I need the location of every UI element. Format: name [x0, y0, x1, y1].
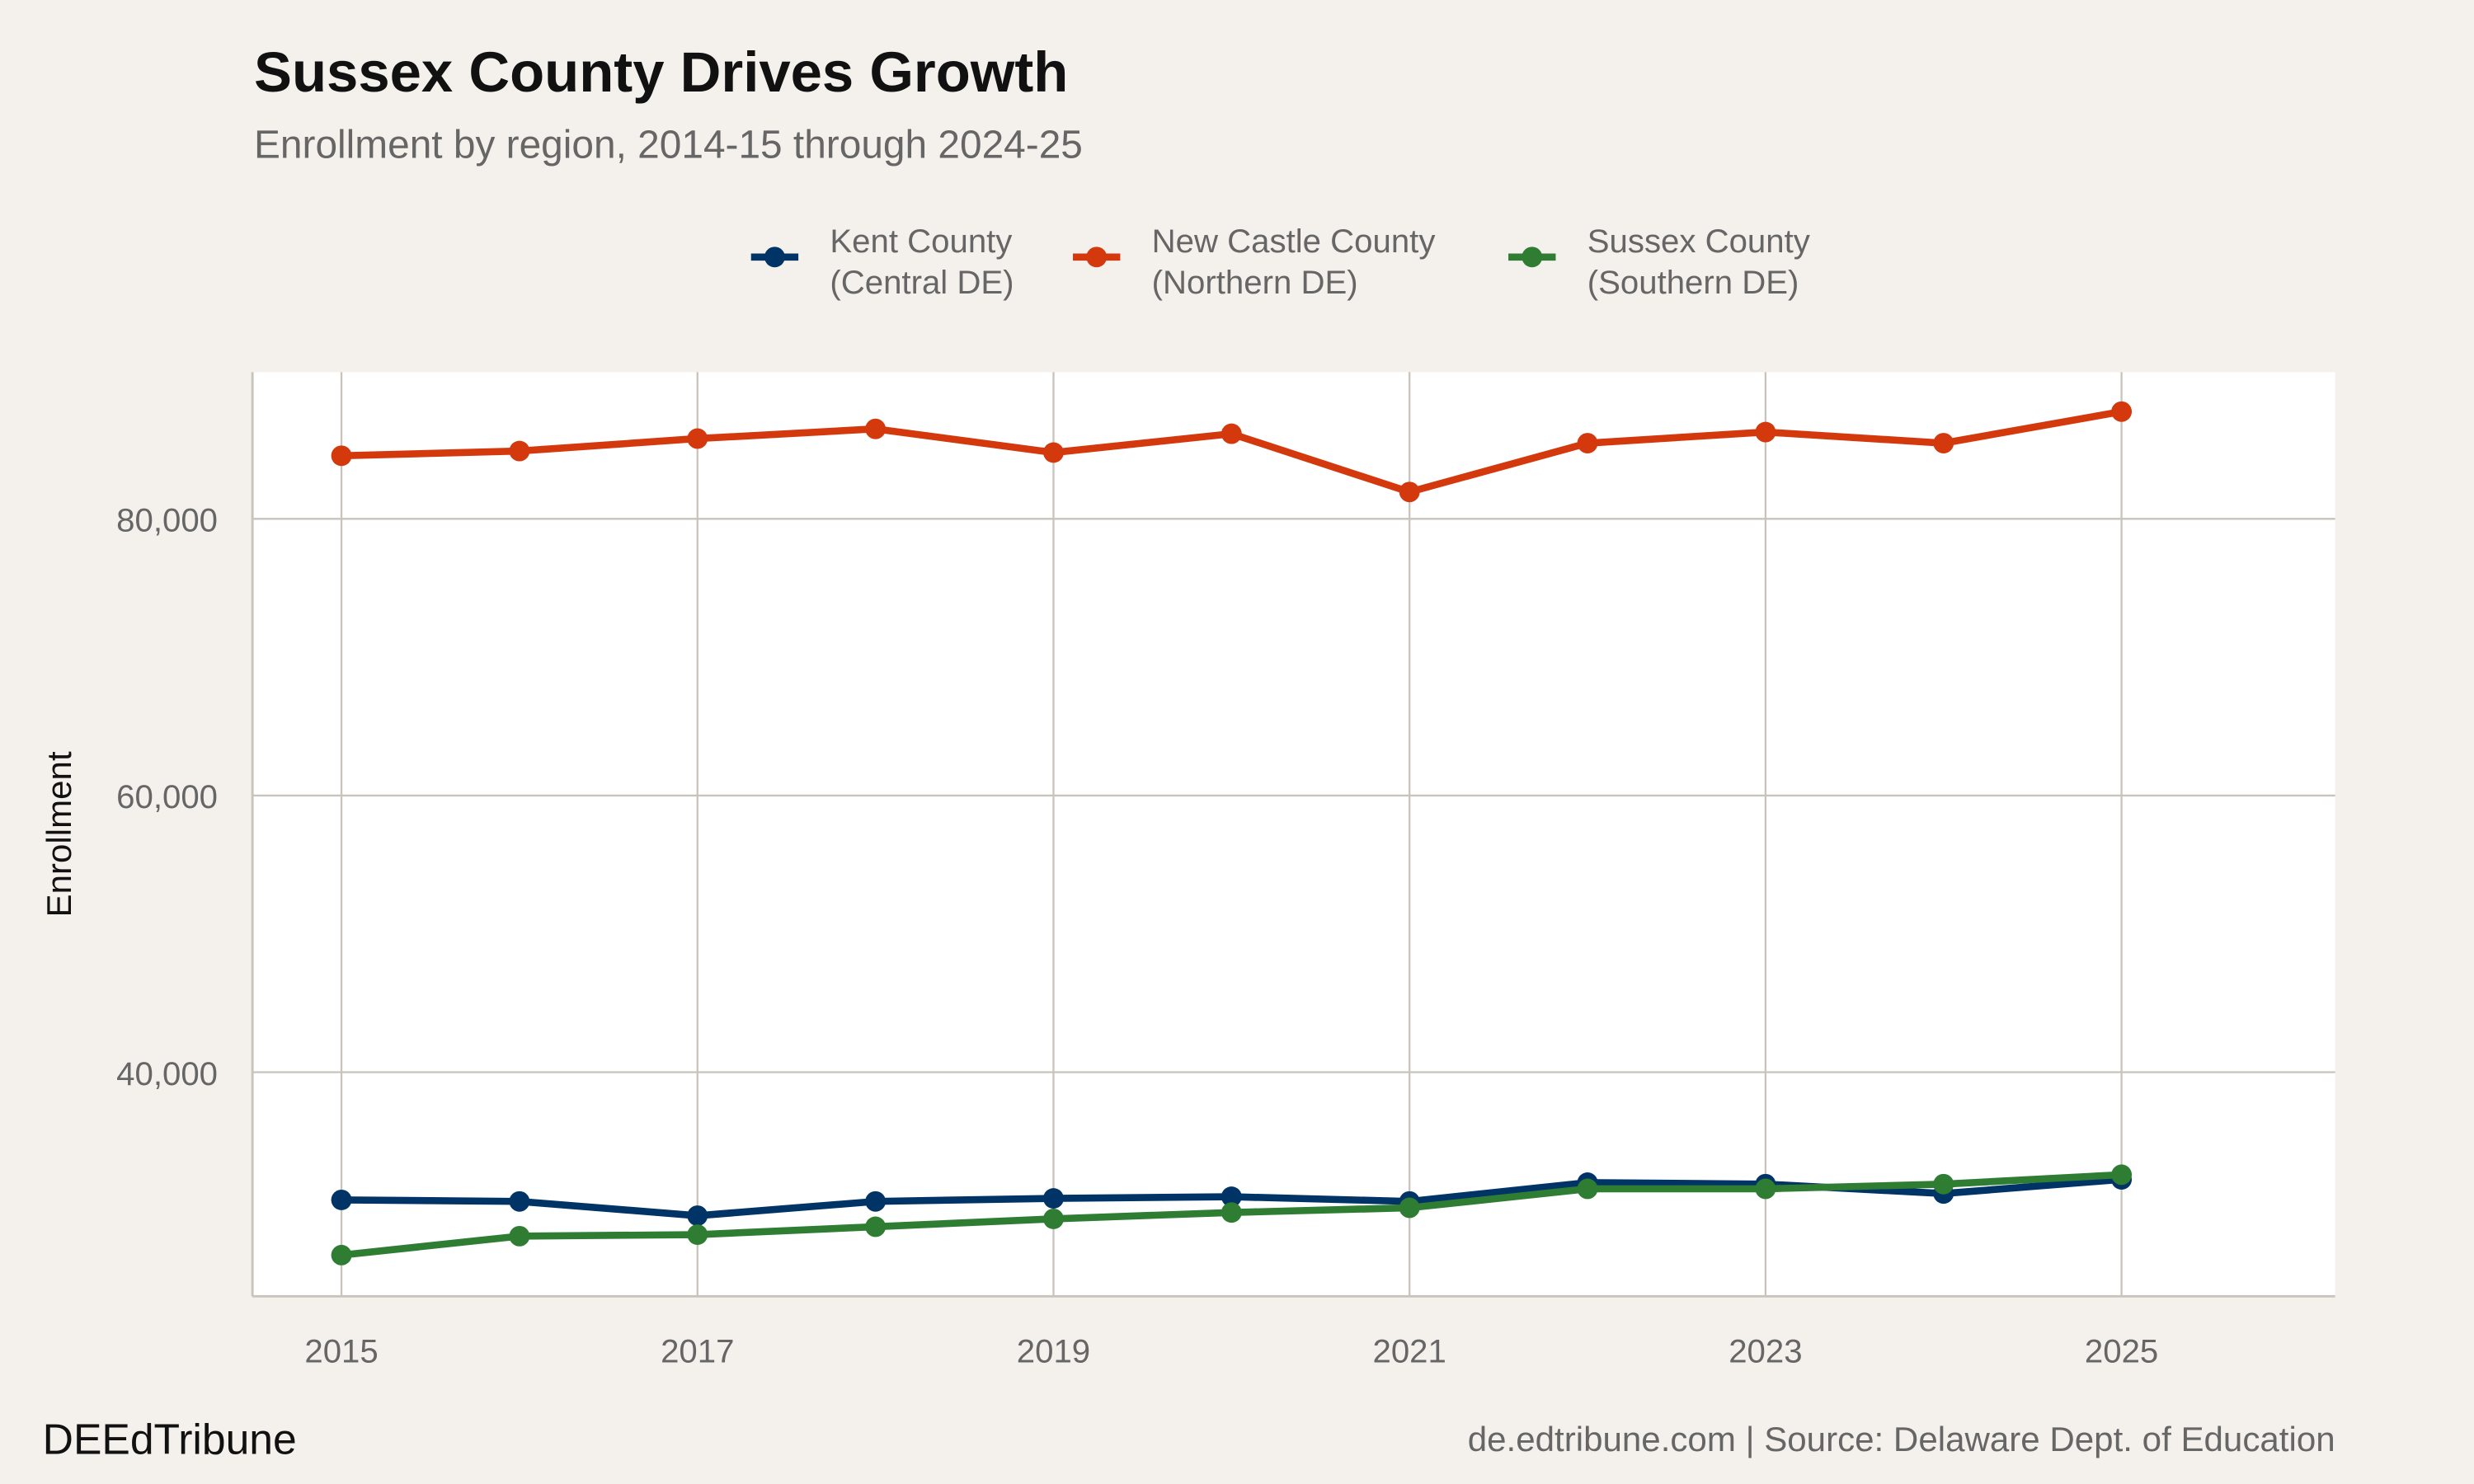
series-group: [331, 401, 2133, 1266]
data-point: [687, 428, 708, 449]
x-tick-label: 2023: [1729, 1333, 1802, 1370]
data-point: [1043, 1208, 1064, 1229]
legend-key-point: [1086, 247, 1108, 268]
footer-source: de.edtribune.com | Source: Delaware Dept…: [1468, 1420, 2335, 1458]
y-axis-label: Enrollment: [40, 751, 78, 917]
data-point: [509, 1190, 530, 1212]
grid: [252, 372, 2335, 1297]
data-point: [865, 1216, 887, 1237]
data-point: [1043, 442, 1064, 463]
legend-label: New Castle County: [1152, 223, 1436, 260]
legend-label: (Northern DE): [1152, 264, 1358, 301]
data-point: [331, 1244, 352, 1266]
data-point: [1577, 1178, 1598, 1200]
data-point: [687, 1224, 708, 1245]
data-point: [2111, 1164, 2133, 1186]
x-tick-label: 2021: [1373, 1333, 1446, 1370]
data-point: [1221, 423, 1242, 444]
data-point: [865, 1190, 887, 1212]
data-point: [1755, 421, 1776, 443]
legend-label: Kent County: [830, 223, 1012, 260]
data-point: [1399, 481, 1420, 503]
data-point: [509, 1225, 530, 1247]
legend-label: Sussex County: [1587, 223, 1810, 260]
chart-subtitle: Enrollment by region, 2014-15 through 20…: [254, 123, 1083, 167]
data-point: [687, 1205, 708, 1226]
data-point: [1043, 1188, 1064, 1209]
data-point: [1933, 433, 1954, 453]
data-point: [1221, 1186, 1242, 1207]
x-tick-label: 2025: [2085, 1333, 2158, 1370]
data-point: [1577, 433, 1598, 453]
legend: Kent County (Central DE) New Castle County…: [750, 223, 1810, 301]
footer-brand: DEEdTribune: [43, 1416, 297, 1463]
tick-labels: 40,000 60,000 80,000 2015 2017 2019 2021 2023 20…: [116, 502, 2158, 1370]
data-point: [1221, 1202, 1242, 1223]
x-tick-label: 2015: [304, 1333, 378, 1370]
x-tick-label: 2017: [661, 1333, 734, 1370]
data-point: [1399, 1197, 1420, 1219]
data-point: [865, 418, 887, 439]
y-tick-label: 60,000: [116, 778, 218, 815]
data-point: [2111, 401, 2133, 422]
chart-title: Sussex County Drives Growth: [254, 40, 1068, 104]
data-point: [509, 440, 530, 462]
plot-area: [252, 372, 2335, 1297]
legend-label: (Central DE): [830, 264, 1014, 301]
y-tick-label: 40,000: [116, 1055, 218, 1092]
x-tick-label: 2019: [1017, 1333, 1090, 1370]
legend-label: (Southern DE): [1587, 264, 1799, 301]
legend-key-point: [1522, 247, 1543, 268]
data-point: [1933, 1173, 1954, 1195]
y-tick-label: 80,000: [116, 502, 218, 539]
data-point: [1755, 1178, 1776, 1200]
data-point: [331, 1189, 352, 1210]
legend-key-point: [764, 247, 785, 268]
data-point: [331, 445, 352, 467]
